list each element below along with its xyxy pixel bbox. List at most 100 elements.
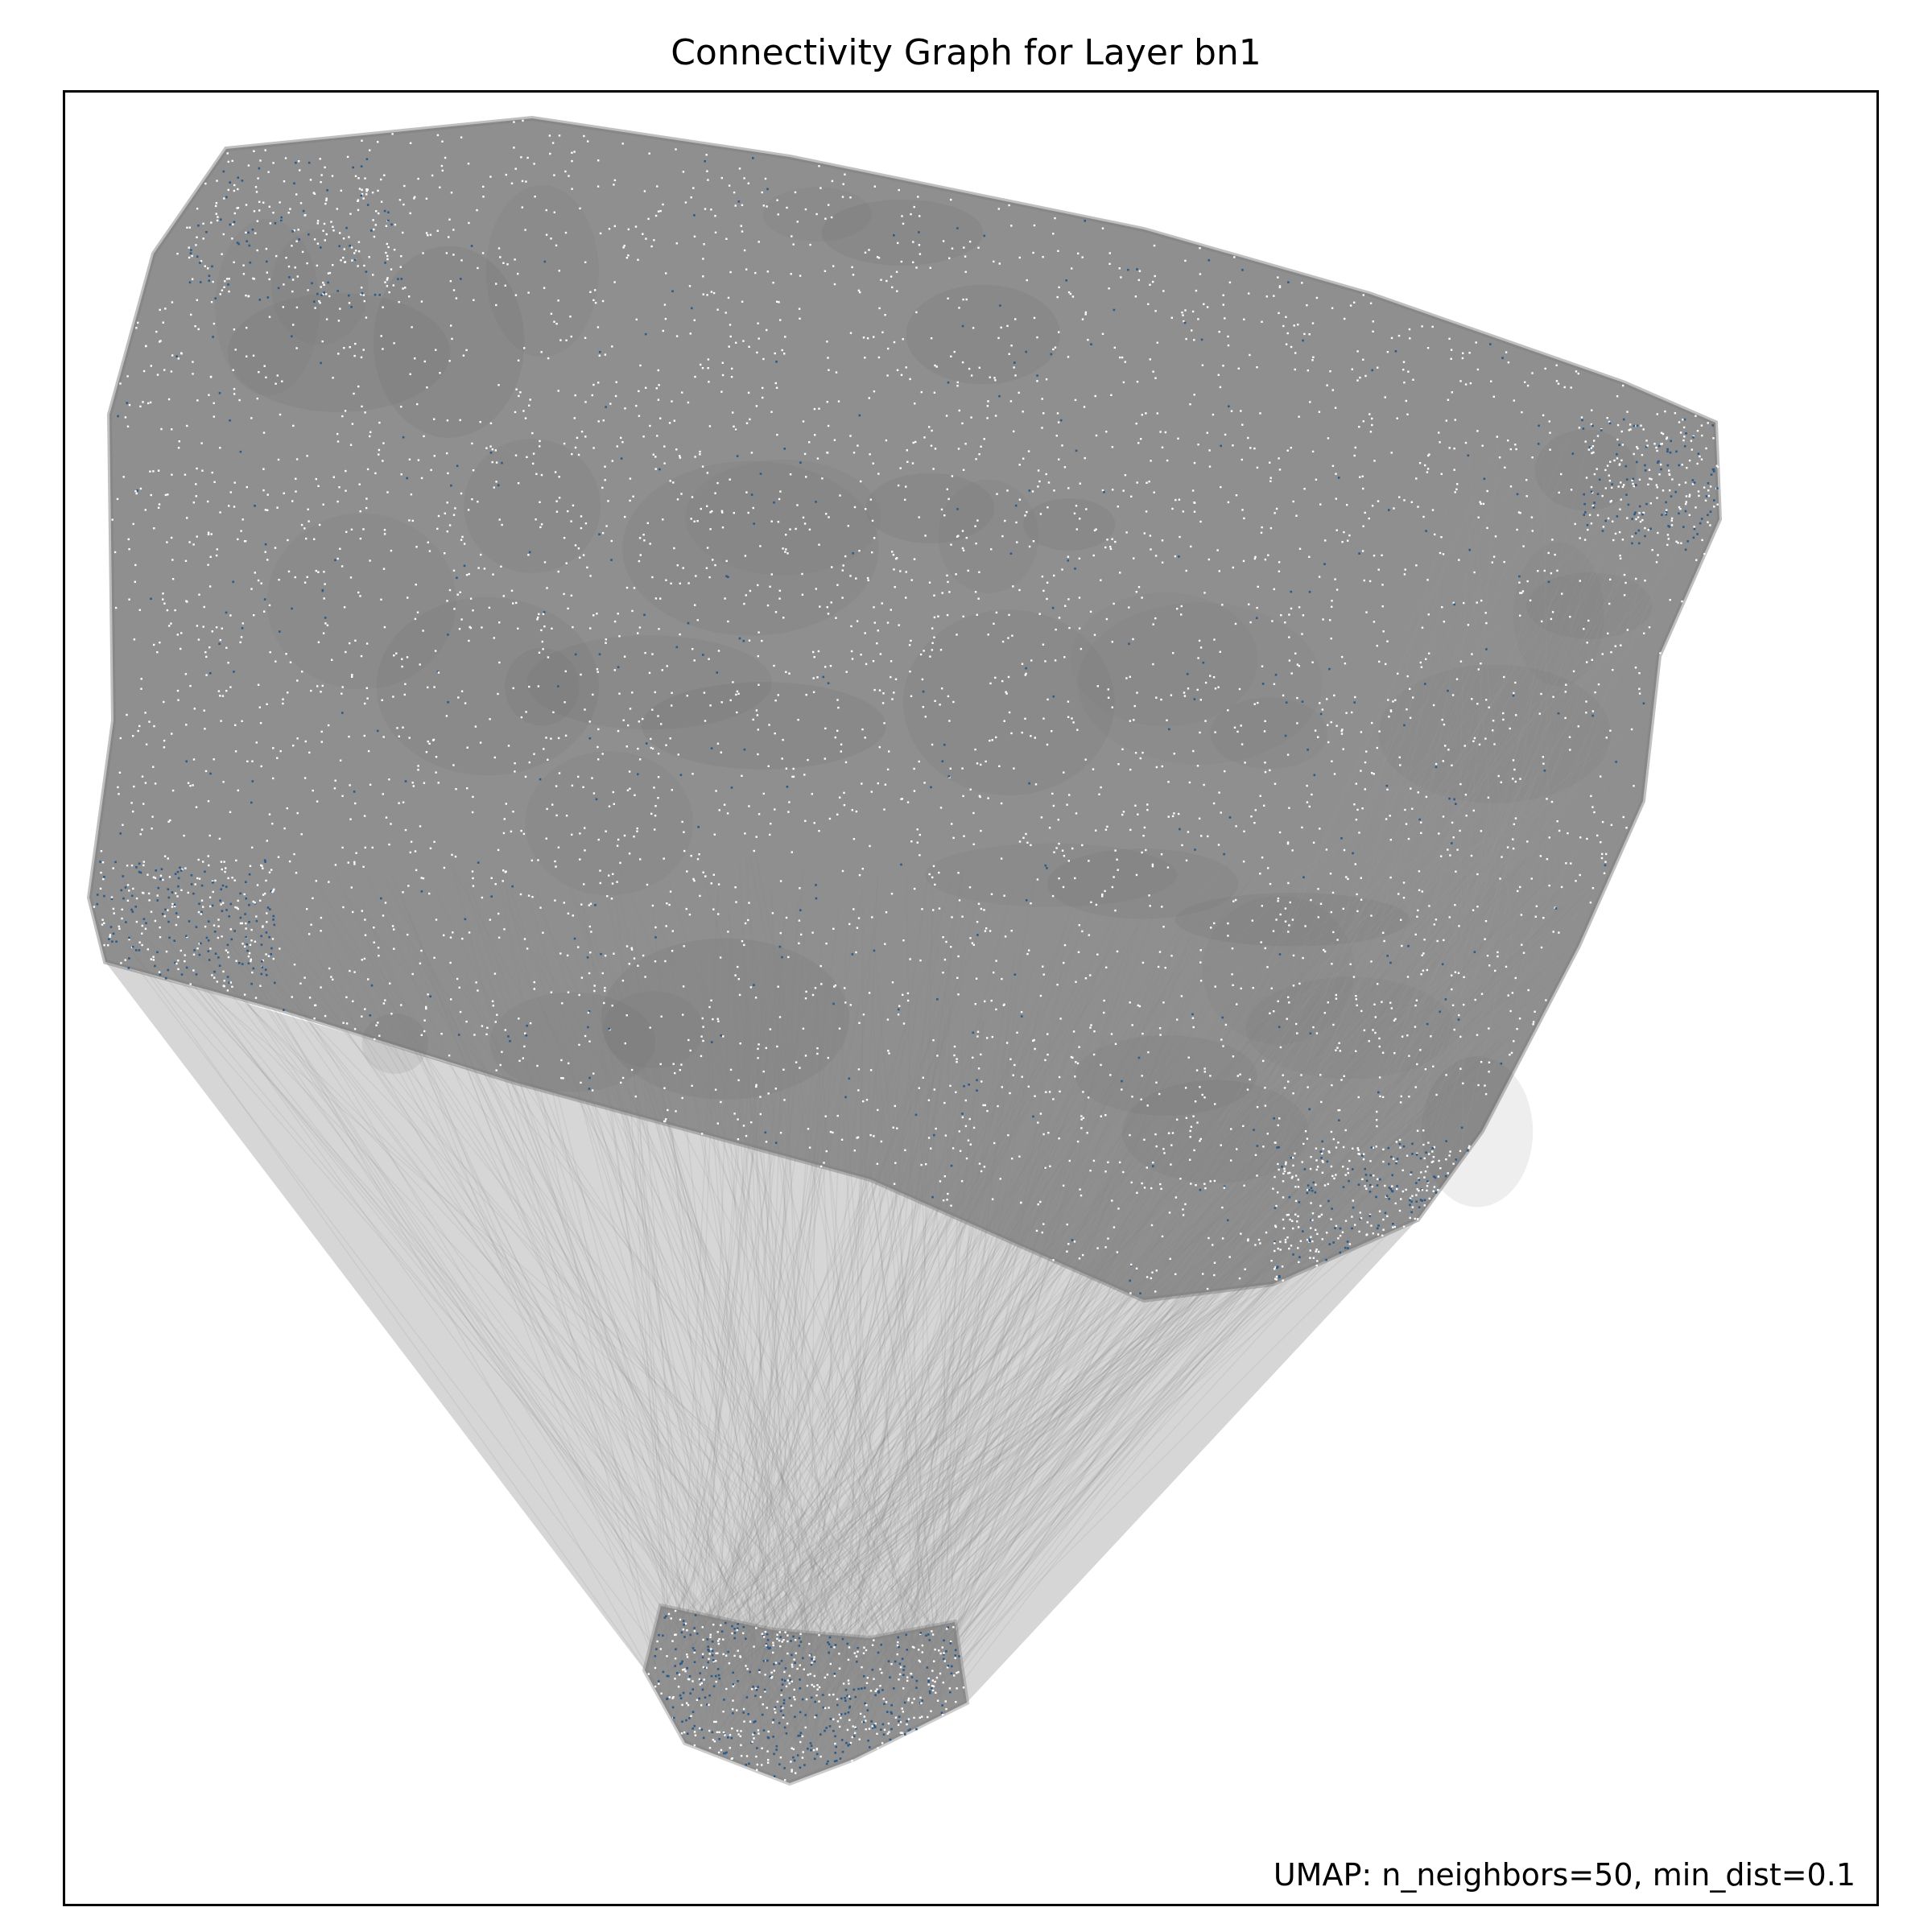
data-point bbox=[491, 1000, 494, 1002]
data-point bbox=[1394, 699, 1397, 701]
data-point bbox=[1108, 287, 1110, 290]
graph-edge bbox=[857, 906, 864, 1757]
data-point bbox=[783, 1099, 786, 1101]
data-point bbox=[1412, 696, 1414, 699]
data-point bbox=[782, 738, 784, 741]
data-point bbox=[420, 300, 423, 303]
graph-edge bbox=[735, 1198, 963, 1719]
data-point bbox=[1371, 423, 1373, 427]
graph-edge bbox=[738, 989, 811, 1711]
data-point bbox=[946, 488, 948, 490]
data-point bbox=[671, 691, 673, 694]
data-point bbox=[382, 914, 385, 917]
data-point bbox=[204, 870, 206, 873]
data-point bbox=[1141, 1182, 1143, 1185]
data-point bbox=[1261, 665, 1264, 667]
data-point bbox=[588, 1088, 591, 1090]
data-point bbox=[881, 702, 885, 704]
data-point bbox=[972, 1031, 975, 1034]
data-point bbox=[1219, 650, 1221, 653]
data-point bbox=[162, 592, 164, 595]
data-point bbox=[1191, 329, 1193, 332]
data-point bbox=[441, 169, 444, 172]
data-point bbox=[1372, 330, 1374, 332]
data-point bbox=[1394, 1202, 1397, 1205]
data-point bbox=[425, 1007, 427, 1010]
data-point bbox=[171, 354, 174, 357]
data-point bbox=[559, 952, 562, 955]
data-point bbox=[196, 299, 198, 301]
data-point bbox=[905, 571, 907, 573]
graph-edge bbox=[810, 946, 939, 1656]
data-point bbox=[693, 520, 696, 522]
data-point bbox=[723, 803, 726, 806]
data-point bbox=[989, 376, 991, 378]
data-point bbox=[919, 253, 922, 255]
data-point bbox=[993, 377, 996, 379]
data-point bbox=[481, 896, 484, 899]
data-point bbox=[135, 327, 138, 329]
data-point bbox=[474, 725, 477, 728]
data-point bbox=[633, 587, 636, 589]
graph-edge bbox=[914, 1004, 1040, 1694]
data-point bbox=[953, 1054, 956, 1057]
data-point bbox=[1257, 701, 1259, 704]
data-point bbox=[262, 489, 265, 492]
data-point bbox=[163, 700, 165, 704]
data-point bbox=[1013, 361, 1016, 364]
data-point bbox=[1549, 431, 1551, 434]
data-point bbox=[880, 1140, 883, 1143]
data-point bbox=[579, 207, 581, 210]
data-point bbox=[512, 687, 514, 690]
data-point bbox=[195, 495, 197, 497]
data-point bbox=[962, 549, 965, 551]
data-point bbox=[1303, 488, 1306, 490]
data-point bbox=[551, 803, 554, 806]
data-point bbox=[250, 958, 252, 961]
data-point bbox=[1512, 759, 1515, 762]
data-point bbox=[812, 691, 815, 693]
graph-edge bbox=[913, 878, 1153, 1692]
data-point bbox=[790, 273, 792, 275]
data-point bbox=[1284, 621, 1286, 624]
data-point bbox=[1314, 729, 1317, 732]
graph-edge bbox=[737, 887, 1507, 1717]
data-point bbox=[561, 1002, 564, 1005]
data-point bbox=[1410, 787, 1412, 790]
data-point bbox=[1433, 923, 1435, 926]
data-point bbox=[1030, 735, 1032, 737]
data-point bbox=[850, 625, 852, 628]
data-point bbox=[1033, 224, 1036, 227]
data-point bbox=[365, 316, 368, 319]
plot-area: UMAP: n_neighbors=50, min_dist=0.1 bbox=[63, 90, 1879, 1906]
data-point bbox=[1181, 844, 1183, 847]
data-point bbox=[163, 602, 166, 605]
data-point bbox=[1241, 458, 1243, 461]
data-point bbox=[1039, 1113, 1042, 1115]
data-point bbox=[345, 996, 348, 998]
data-point bbox=[1597, 683, 1600, 686]
data-point bbox=[592, 614, 595, 617]
data-point bbox=[259, 159, 262, 162]
data-point bbox=[1249, 621, 1252, 624]
data-point bbox=[229, 491, 232, 493]
data-point bbox=[1421, 325, 1423, 328]
data-point bbox=[225, 690, 228, 692]
graph-edge bbox=[671, 1178, 979, 1670]
data-point bbox=[250, 939, 253, 942]
data-point bbox=[978, 453, 980, 456]
data-point bbox=[332, 264, 334, 266]
data-point bbox=[408, 737, 411, 739]
data-point bbox=[170, 370, 173, 373]
data-point bbox=[366, 468, 369, 471]
graph-edge bbox=[1439, 865, 1604, 1166]
data-point bbox=[1493, 743, 1496, 745]
data-point bbox=[1546, 798, 1548, 800]
data-point bbox=[1119, 1161, 1121, 1164]
data-point bbox=[151, 828, 153, 830]
data-point bbox=[683, 849, 686, 852]
data-point bbox=[1264, 1087, 1266, 1089]
data-point bbox=[1164, 431, 1167, 434]
data-point bbox=[374, 224, 377, 226]
data-point bbox=[514, 454, 518, 456]
